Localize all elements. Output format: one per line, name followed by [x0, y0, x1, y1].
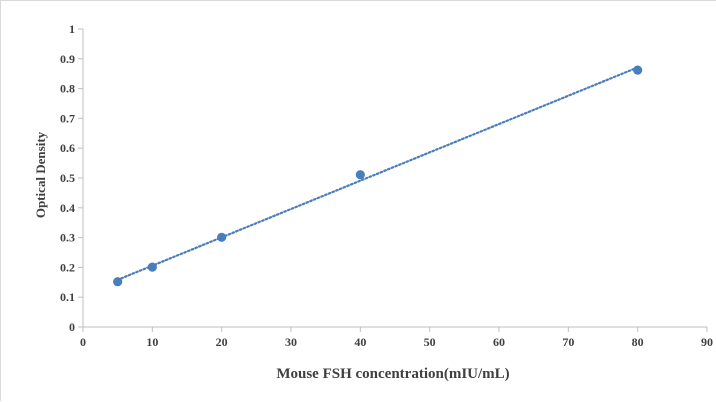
- linear-trendline: [116, 66, 639, 281]
- x-tick-label: 60: [493, 335, 505, 349]
- data-point: [633, 65, 643, 75]
- y-tick-label: 0.4: [60, 201, 75, 215]
- tick-marks: [78, 28, 708, 332]
- y-axis-title: Optical Density: [33, 131, 48, 218]
- y-tick-label: 0.7: [60, 111, 75, 125]
- y-tick-label: 0.6: [60, 141, 75, 155]
- y-tick-label: 0.9: [60, 52, 75, 66]
- x-tick-label: 90: [701, 335, 713, 349]
- x-tick-label: 40: [354, 335, 366, 349]
- data-point: [113, 277, 123, 287]
- data-point: [147, 262, 157, 272]
- axes: [82, 29, 707, 328]
- x-tick-label: 10: [146, 335, 158, 349]
- trendline-layer: [116, 66, 639, 281]
- x-tick-label: 50: [424, 335, 436, 349]
- tick-labels: 0 10 20 30 40 50 60 70 80 90 0 0.1 0.2 0.3 0.4 0.5 0.6 0.…: [60, 22, 713, 349]
- y-tick-label: 1: [69, 22, 75, 36]
- y-tick-label: 0.5: [60, 171, 75, 185]
- x-axis-title: Mouse FSH concentration(mIU/mL): [276, 366, 509, 382]
- x-tick-label: 30: [285, 335, 297, 349]
- y-tick-label: 0.3: [60, 231, 75, 245]
- y-tick-label: 0: [69, 320, 75, 334]
- x-tick-label: 70: [562, 335, 574, 349]
- x-tick-label: 20: [216, 335, 228, 349]
- data-point: [217, 232, 227, 242]
- x-tick-label: 80: [632, 335, 644, 349]
- data-point: [355, 170, 365, 180]
- y-tick-label: 0.8: [60, 82, 75, 96]
- y-tick-label: 0.1: [60, 290, 75, 304]
- data-points: [113, 65, 643, 287]
- x-tick-label: 0: [80, 335, 86, 349]
- y-tick-label: 0.2: [60, 260, 75, 274]
